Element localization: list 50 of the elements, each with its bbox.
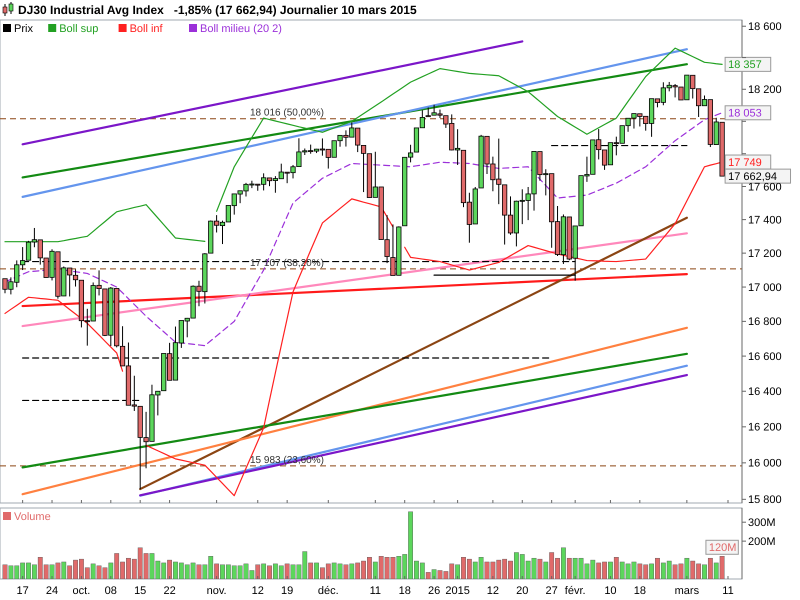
y-tick-label: 17 200	[748, 248, 782, 260]
data-label: 18 053	[728, 108, 762, 120]
y-tick-label: 16 000	[748, 458, 782, 470]
x-tick-label: 24	[46, 585, 58, 597]
x-tick-label: 12	[486, 585, 500, 597]
y-tick-label: 16 600	[748, 350, 782, 363]
y-tick-label: 17 400	[748, 214, 782, 226]
y-tick-label: 18 200	[748, 84, 782, 96]
x-tick-label: 10	[604, 585, 617, 597]
chart-title: DJ30 Industrial Avg Index	[18, 3, 164, 17]
legend-label: Volume	[14, 511, 51, 523]
data-label: 120M	[708, 542, 736, 554]
legend-label: Boll inf	[130, 23, 164, 35]
x-tick-label: mars	[674, 585, 700, 597]
x-tick-label: 20	[516, 585, 528, 597]
y-tick-label: 17 000	[748, 282, 782, 294]
y-tick-label: 16 200	[748, 422, 782, 434]
text: Prix	[14, 23, 34, 35]
x-tick-label: 18	[634, 585, 646, 597]
data-label: 17 749	[728, 156, 762, 169]
y-tick-label: 15 800	[748, 494, 782, 506]
chart-subtitle: -1,85% (17 662,94) Journalier 10 mars 2015	[174, 3, 417, 17]
x-tick-label: 27	[546, 585, 558, 597]
x-tick-label: nov.	[206, 585, 227, 597]
x-tick-label: 11	[370, 585, 382, 597]
x-tick-label: 2015	[445, 585, 470, 597]
y-tick-label: 18 600	[748, 21, 782, 34]
x-tick-label: 18	[398, 585, 411, 597]
y-tick-label: 16 800	[748, 316, 782, 328]
x-tick-label: oct.	[72, 585, 90, 597]
text: 17 662,94	[728, 170, 778, 183]
y-tick-label: 300M	[748, 517, 776, 530]
x-tick-label: 19	[281, 585, 294, 597]
x-tick-label: 15	[134, 585, 146, 597]
x-tick-label: déc.	[318, 585, 339, 597]
data-label: 18 357	[728, 59, 762, 72]
y-tick-label: 200M	[748, 536, 776, 548]
x-tick-label: 11	[722, 585, 734, 597]
x-tick-label: 17	[16, 585, 29, 597]
x-tick-label: févr.	[564, 585, 586, 597]
candlestick	[426, 106, 431, 118]
y-tick-label: 16 400	[748, 386, 782, 398]
legend-label: Boll milieu (20 2)	[200, 23, 282, 35]
x-tick-label: 12	[252, 585, 264, 597]
x-tick-label: 26	[428, 585, 440, 597]
x-tick-label: 08	[104, 585, 117, 597]
x-tick-label: 22	[163, 585, 176, 597]
y-tick-label: 17 600	[748, 181, 782, 194]
legend-label: Boll sup	[59, 23, 98, 35]
ref-line-label: 18 016 (50,00%)	[250, 108, 324, 119]
